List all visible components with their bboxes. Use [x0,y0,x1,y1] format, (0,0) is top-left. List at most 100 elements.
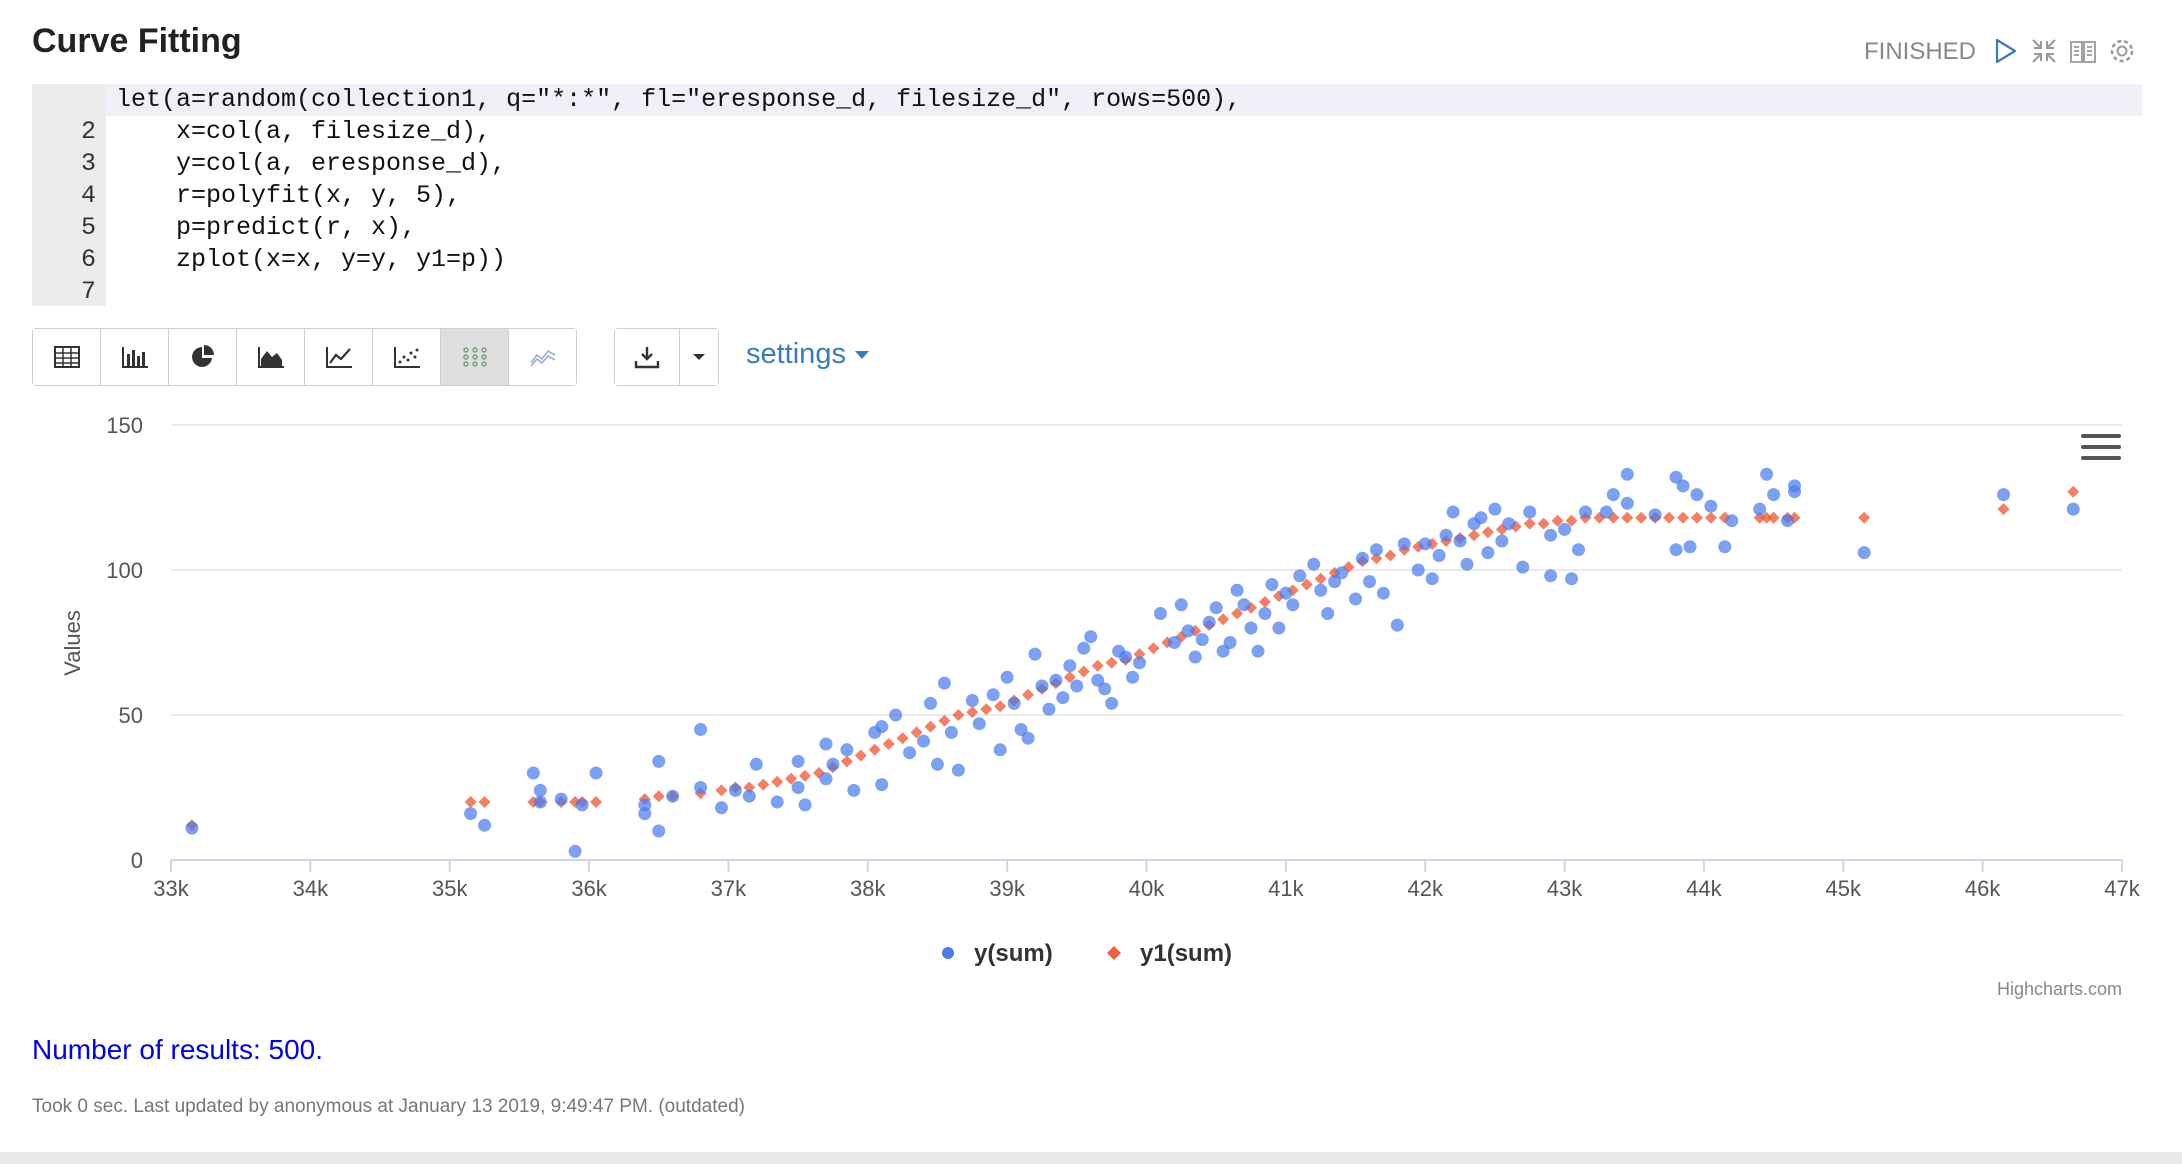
y1-point[interactable] [896,732,909,745]
y-point[interactable] [1620,496,1634,510]
y-point[interactable] [1376,586,1390,600]
y-point[interactable] [826,757,840,771]
y-point[interactable] [1446,505,1460,519]
y1-point[interactable] [785,772,798,785]
y1-point[interactable] [994,700,1007,713]
y-point[interactable] [533,795,547,809]
y-point[interactable] [1725,514,1739,528]
y-point[interactable] [742,789,756,803]
y-point[interactable] [554,792,568,806]
y1-point[interactable] [771,775,784,788]
y-point[interactable] [1474,511,1488,525]
y-point[interactable] [1488,502,1502,516]
y-point[interactable] [903,746,917,760]
y-point[interactable] [1251,644,1265,658]
y-point[interactable] [1432,549,1446,562]
y1-point[interactable] [1997,503,2010,516]
code-line[interactable]: x=col(a, filesize_d), [116,117,492,146]
chart-menu-button[interactable] [2080,432,2122,464]
y-point[interactable] [1397,537,1411,551]
y-point[interactable] [770,795,784,809]
y-point[interactable] [1265,578,1279,591]
y-point[interactable] [1753,502,1767,516]
y-point[interactable] [1356,551,1370,565]
y-point[interactable] [1676,479,1690,493]
y-point[interactable] [1578,505,1592,519]
collapse-icon[interactable] [2029,36,2059,66]
y-point[interactable] [889,708,903,722]
y-point[interactable] [1105,696,1119,710]
y-point[interactable] [1153,607,1167,620]
y-point[interactable] [1007,696,1021,710]
y1-point[interactable] [1091,659,1104,672]
y-point[interactable] [1425,572,1439,586]
y1-point[interactable] [1551,514,1564,527]
y-point[interactable] [1516,560,1530,574]
y-point[interactable] [1648,508,1662,522]
y1-point[interactable] [840,755,853,768]
y1-point[interactable] [1481,526,1494,539]
y1-point[interactable] [1690,511,1703,524]
line-chart-view-button[interactable] [305,329,373,385]
y-point[interactable] [930,757,944,771]
y1-point[interactable] [910,726,923,739]
code-line[interactable]: zplot(x=x, y=y, y1=p)) [116,245,507,274]
y1-point[interactable] [1537,517,1550,530]
y-point[interactable] [1209,601,1223,615]
y1-point[interactable] [1760,511,1773,524]
y-point[interactable] [1544,569,1558,583]
y1-point[interactable] [1621,511,1634,524]
y-point[interactable] [568,844,582,858]
y-point[interactable] [1077,641,1091,655]
run-icon[interactable] [1990,36,2020,66]
y-point[interactable] [728,783,742,797]
y-point[interactable] [1035,679,1049,693]
y-point[interactable] [819,772,833,786]
y-point[interactable] [1084,630,1098,644]
y-point[interactable] [993,743,1007,757]
y1-point[interactable] [1593,511,1606,524]
highcharts-credit[interactable]: Highcharts.com [1997,979,2122,999]
y1-point[interactable] [1314,572,1327,585]
y1-point[interactable] [882,738,895,750]
y1-point[interactable] [1858,511,1871,524]
y-point[interactable] [944,725,958,739]
y-point[interactable] [526,766,540,780]
y1-point[interactable] [1231,607,1244,620]
y1-point[interactable] [590,796,603,808]
y-point[interactable] [1133,656,1147,670]
y-point[interactable] [1439,528,1453,542]
y-point[interactable] [923,696,937,710]
bar-chart-view-button[interactable] [101,329,169,385]
y1-point[interactable] [1767,511,1780,524]
code-line[interactable]: y=col(a, eresponse_d), [116,149,507,178]
y-point[interactable] [798,798,812,812]
y-point[interactable] [1453,534,1467,548]
y-point[interactable] [1788,485,1802,499]
y1-point[interactable] [938,714,951,727]
y-point[interactable] [1279,586,1293,600]
y-point[interactable] [1321,607,1335,620]
download-menu-button[interactable] [680,329,718,385]
y1-point[interactable] [1607,511,1620,524]
y-point[interactable] [1021,731,1035,745]
y-point[interactable] [1307,557,1321,571]
y-point[interactable] [937,676,951,690]
y-point[interactable] [533,783,547,797]
y-point[interactable] [1014,723,1028,736]
y1-point[interactable] [1467,529,1480,542]
y1-point[interactable] [966,706,979,719]
y-point[interactable] [847,783,861,797]
y1-point[interactable] [757,778,770,791]
y1-point[interactable] [652,790,665,803]
y1-point[interactable] [1523,517,1536,530]
y1-point[interactable] [1217,613,1230,626]
y-point[interactable] [589,766,603,780]
y1-point[interactable] [1147,642,1160,655]
code-line[interactable]: let(a=random(collection1, q="*:*", fl="e… [116,85,1242,114]
y1-point[interactable] [1258,595,1271,608]
y-point[interactable] [875,778,889,792]
y-point[interactable] [1049,673,1063,687]
y-point[interactable] [1997,488,2011,502]
y-point[interactable] [652,824,666,838]
